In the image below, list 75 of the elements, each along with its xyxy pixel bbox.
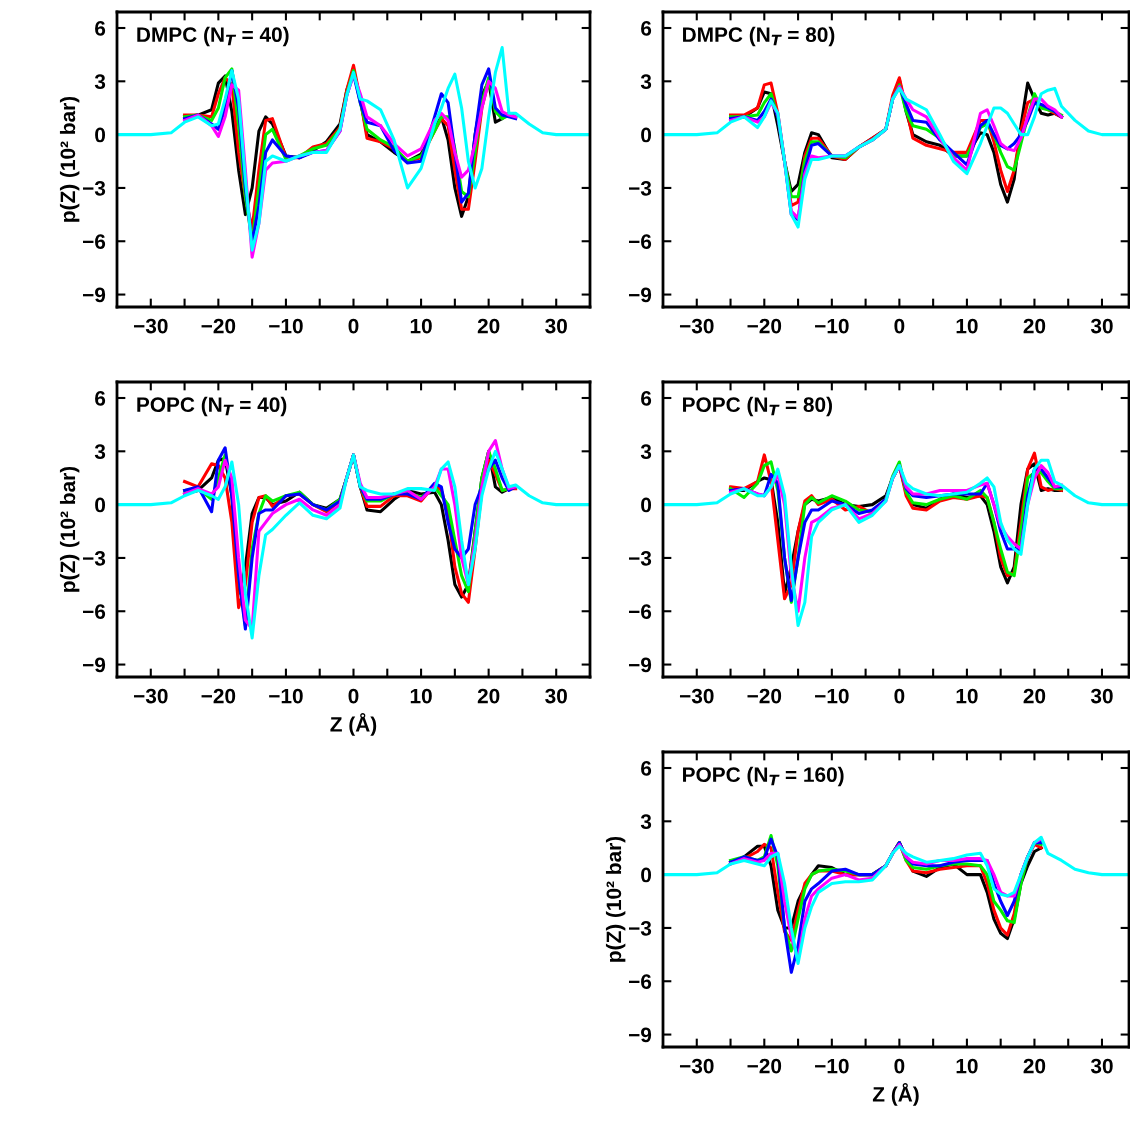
y-tick-label: 0 [641,497,652,513]
x-tick-label: −20 [747,318,782,334]
y-tick-label: 3 [640,74,652,90]
x-tick-label: −30 [133,318,168,334]
y-tick-label: −3 [629,550,652,566]
text: POPC (N$_{T}$ = 160) [683,766,844,787]
y-tick-label: −3 [629,920,652,936]
x-tick-label: 0 [348,688,359,704]
x-tick-label: −10 [815,1058,849,1074]
x-tick-label: −20 [201,318,236,334]
x-tick-label: 0 [894,318,905,334]
y-tick-label: −9 [83,287,106,303]
x-tick-label: 20 [477,318,500,334]
x-tick-label: 30 [1090,1058,1113,1074]
x-tick-label: −20 [201,688,236,704]
y-tick-label: −6 [83,604,106,619]
x-tick-label: 0 [894,1058,905,1074]
y-tick-label: −9 [83,657,106,673]
x-tick-label: 20 [1023,688,1046,704]
y-tick-label: 3 [640,444,652,460]
text: DMPC (N$_{T}$ = 80) [683,26,835,47]
y-tick-label: −6 [629,974,652,989]
x-tick-label: −20 [747,688,782,704]
x-tick-label: 10 [956,1058,978,1074]
x-tick-label: −30 [679,688,714,704]
y-tick-label: 3 [640,814,652,830]
y-axis-title: p(Z) (10² bar) [59,96,80,222]
y-tick-label: −6 [629,234,652,249]
x-tick-label: 30 [1090,688,1113,704]
x-tick-label: 30 [545,688,567,704]
y-tick-label: 6 [95,391,106,406]
y-axis-title: p(Z) (10² bar) [59,466,80,592]
x-tick-label: −10 [815,688,849,704]
x-tick-label: 10 [956,688,978,704]
text: POPC (N$_{T}$ = 40) [137,396,287,417]
y-axis-title: p(Z) (10² bar) [605,836,626,962]
y-tick-label: −3 [83,550,106,566]
x-axis-title: Z (Å) [872,1083,919,1106]
y-tick-label: −6 [83,234,106,249]
y-tick-label: −3 [83,180,106,196]
y-tick-label: 6 [641,391,652,406]
y-tick-label: 0 [641,127,652,143]
y-tick-label: −6 [629,604,652,619]
y-tick-label: 0 [95,497,106,513]
x-tick-label: −30 [679,318,714,334]
x-axis-title: Z (Å) [330,713,377,736]
y-tick-label: 3 [94,444,106,460]
x-tick-label: 20 [477,688,500,704]
y-tick-label: 0 [95,127,106,143]
x-tick-label: 0 [348,318,359,334]
x-tick-label: 20 [1023,318,1046,334]
x-tick-label: 30 [1090,318,1113,334]
y-tick-label: 0 [641,867,652,883]
x-tick-label: −30 [679,1058,714,1074]
text: POPC (N$_{T}$ = 80) [683,396,832,417]
x-tick-label: −30 [133,688,168,704]
x-tick-label: 30 [545,318,567,334]
y-tick-label: 6 [641,761,652,776]
y-tick-label: −9 [629,657,652,673]
x-tick-label: 0 [894,688,905,704]
x-tick-label: −10 [269,688,303,704]
y-tick-label: 6 [641,21,652,36]
x-tick-label: 20 [1023,1058,1046,1074]
y-tick-label: 3 [94,74,106,90]
x-tick-label: 10 [410,688,432,704]
y-tick-label: −9 [629,287,652,303]
y-tick-label: −9 [629,1027,652,1043]
y-tick-label: −3 [629,180,652,196]
y-tick-label: 6 [95,21,106,36]
x-tick-label: −10 [269,318,303,334]
x-tick-label: −10 [815,318,849,334]
x-tick-label: 10 [956,318,978,334]
x-tick-label: 10 [410,318,432,334]
x-tick-label: −20 [747,1058,782,1074]
text: DMPC (N$_{T}$ = 40) [137,26,289,47]
